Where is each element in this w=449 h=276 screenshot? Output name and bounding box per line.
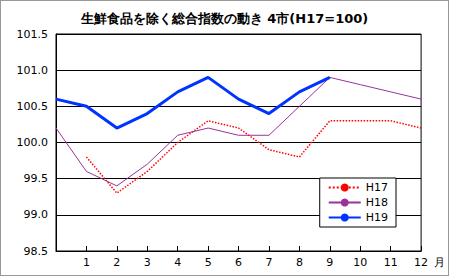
svg-text:100.5: 100.5 [17,100,49,113]
svg-text:3: 3 [144,256,151,269]
svg-text:6: 6 [235,256,242,269]
svg-text:H17: H17 [366,181,388,194]
svg-text:12: 12 [414,256,428,269]
svg-text:1: 1 [83,256,90,269]
svg-text:101.0: 101.0 [17,64,49,77]
svg-text:99.0: 99.0 [24,208,49,221]
svg-text:8: 8 [296,256,303,269]
svg-text:101.5: 101.5 [17,28,49,41]
svg-text:4: 4 [174,256,181,269]
svg-text:H18: H18 [366,196,388,209]
svg-text:99.5: 99.5 [24,172,49,185]
svg-text:H19: H19 [366,211,388,224]
svg-text:月: 月 [434,256,445,269]
svg-text:生鮮食品を除く総合指数の動き 4市(H17=100): 生鮮食品を除く総合指数の動き 4市(H17=100) [80,11,368,26]
svg-text:100.0: 100.0 [17,136,49,149]
svg-text:9: 9 [326,256,333,269]
svg-text:2: 2 [113,256,120,269]
svg-text:7: 7 [265,256,272,269]
svg-text:10: 10 [353,256,367,269]
svg-text:98.5: 98.5 [24,245,49,258]
svg-text:11: 11 [384,256,398,269]
svg-text:5: 5 [205,256,212,269]
